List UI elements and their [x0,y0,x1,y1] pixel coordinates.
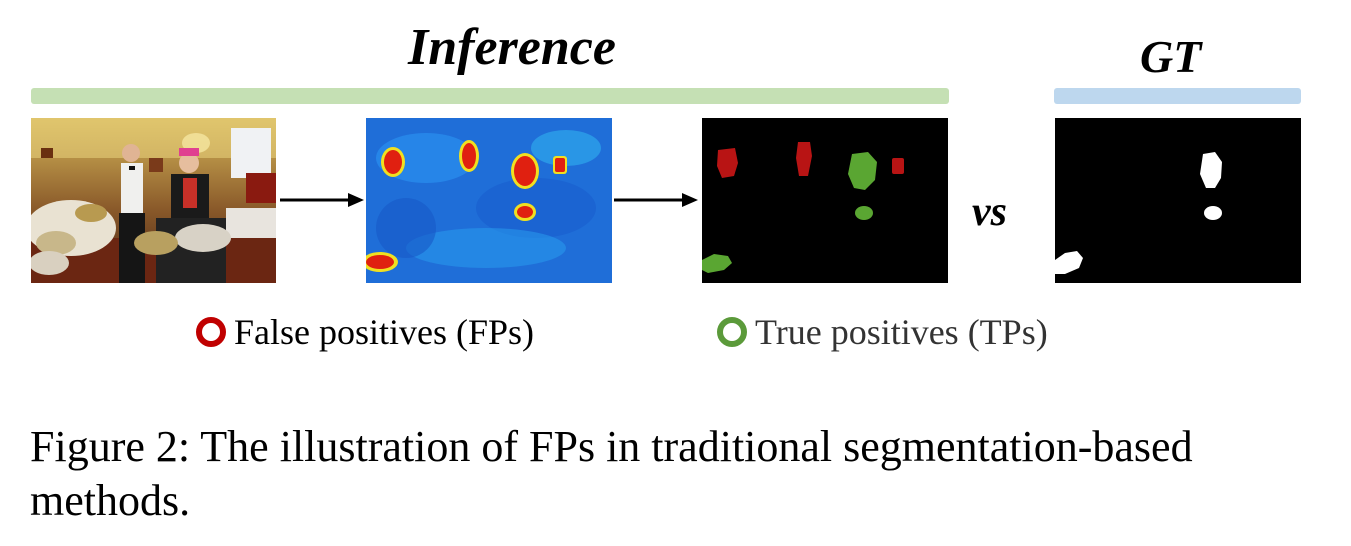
inference-bar [31,88,949,104]
gt-title: GT [1140,31,1202,82]
legend-true-positives: True positives (TPs) [717,310,1048,354]
input-photo [31,118,276,283]
fp-region-2 [796,142,812,176]
tp-region-3 [702,254,732,273]
gt-region-1 [1200,152,1222,188]
gt-region-3 [1055,251,1083,274]
legend-false-positives: False positives (FPs) [196,310,534,354]
ground-truth-mask [1055,118,1301,283]
heat-blob-tp-2 [514,203,536,221]
figure-caption: Figure 2: The illustration of FPs in tra… [30,422,1193,525]
heat-blob-fp-3 [553,156,567,174]
fp-region-3 [892,158,904,174]
tp-region-1 [848,152,877,190]
heatmap-image [366,118,612,283]
vs-label: vs [972,189,1007,235]
legend-tp-label: True positives (TPs) [755,312,1048,352]
prediction-mask [702,118,948,283]
inference-title: Inference [408,19,616,76]
tp-region-2 [855,206,873,220]
fp-region-1 [717,148,738,178]
gt-region-2 [1204,206,1222,220]
green-circle-icon [717,317,747,347]
heat-blob-tp-3 [366,252,398,272]
legend-fp-label: False positives (FPs) [234,312,535,352]
heat-blob-fp-1 [381,147,405,177]
arrow-right-icon [280,193,364,207]
red-circle-icon [196,317,226,347]
gt-bar [1054,88,1301,104]
heat-blob-fp-2 [459,140,479,172]
arrow-right-icon [614,193,698,207]
heat-blob-tp-1 [511,153,539,189]
